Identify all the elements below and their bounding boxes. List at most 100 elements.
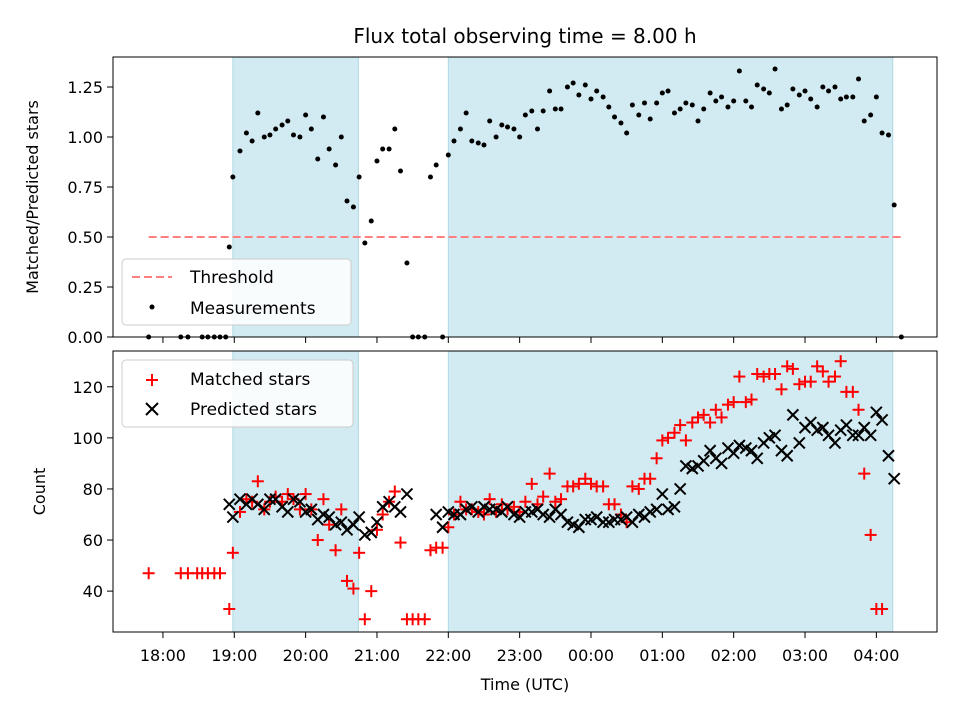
measurement-point — [749, 104, 755, 110]
measurement-point — [279, 122, 285, 128]
measurement-point — [564, 84, 570, 90]
measurement-point — [517, 134, 523, 140]
measurement-point — [487, 118, 493, 124]
measurement-point — [838, 96, 844, 102]
matched-star-point — [251, 475, 264, 488]
predicted-star-point — [263, 492, 277, 506]
measurement-point — [522, 112, 528, 118]
measurement-point — [540, 108, 546, 114]
measurement-point — [796, 92, 802, 98]
measurement-point — [505, 124, 511, 130]
matched-star-point — [537, 490, 550, 503]
matched-star-point — [656, 434, 669, 447]
measurement-point — [547, 88, 553, 94]
measurement-point — [725, 104, 731, 110]
top-observing-windows — [232, 56, 894, 338]
predicted-star-point — [751, 452, 764, 465]
measurement-point — [647, 116, 653, 122]
measurement-point — [463, 110, 469, 116]
measurement-point — [475, 140, 481, 146]
measurement-point — [861, 118, 867, 124]
predicted-legend-label: Predicted stars — [190, 400, 317, 420]
matched-star-point — [418, 613, 431, 626]
measurement-point — [802, 88, 808, 94]
bottom-axes-frame — [112, 350, 938, 633]
predicted-star-point — [661, 503, 675, 516]
top-axes-frame — [112, 56, 938, 338]
measurement-point — [374, 158, 380, 164]
measurement-point — [433, 162, 439, 168]
predicted-star-point — [287, 492, 300, 506]
measurement-point — [713, 98, 719, 104]
matched-legend-label: Matched stars — [190, 370, 310, 390]
measurement-point — [654, 100, 660, 106]
measurement-point — [636, 112, 642, 118]
measurement-point — [879, 130, 885, 136]
matched-star-point — [223, 603, 236, 616]
predicted-star-point — [223, 498, 236, 511]
bottom-legend-box — [121, 359, 354, 428]
predicted-star-point — [786, 408, 800, 422]
predicted-star-point — [727, 446, 740, 460]
measurement-point — [665, 88, 671, 94]
matched-star-point — [745, 393, 758, 406]
measurement-point — [707, 90, 713, 96]
matched-star-point — [335, 503, 348, 516]
predicted-star-point — [793, 436, 806, 450]
matched-star-point — [686, 416, 699, 429]
predicted-star-point — [365, 526, 378, 539]
measurement-point — [731, 98, 737, 104]
matched-star-point — [811, 360, 824, 373]
y-tick-label: 0.25 — [67, 278, 103, 297]
measurement-point — [856, 76, 862, 82]
predicted-star-point — [650, 503, 663, 516]
x-tick-label: 00:00 — [568, 646, 614, 665]
measurement-point — [677, 106, 683, 112]
bottom-y-ticks: 40 60 80 100 120 — [72, 378, 113, 601]
predicted-star-point — [536, 508, 550, 521]
measurement-point — [576, 92, 582, 98]
x-tick-label: 23:00 — [497, 646, 543, 665]
measurement-point — [594, 88, 600, 94]
predicted-star-point — [852, 429, 865, 442]
predicted-star-point — [887, 472, 901, 485]
matched-star-point — [828, 370, 841, 383]
matched-star-point — [358, 613, 371, 626]
predicted-star-point — [394, 505, 407, 519]
measurement-point — [333, 162, 339, 168]
matched-star-point — [142, 567, 155, 580]
matched-star-point — [214, 567, 227, 580]
matched-star-point — [597, 480, 610, 493]
measurement-point — [451, 138, 457, 144]
predicted-star-point — [828, 436, 842, 450]
matched-star-point — [816, 365, 829, 378]
measurement-point — [689, 102, 695, 108]
predicted-star-point — [226, 510, 240, 524]
matched-star-point — [608, 498, 621, 511]
y-tick-label: 1.25 — [67, 78, 103, 97]
matched-star-point — [299, 488, 312, 501]
x-tick-label: 18:00 — [140, 646, 186, 665]
y-tick-label: 60 — [83, 531, 103, 550]
matched-star-point — [668, 426, 681, 439]
matched-star-point — [376, 508, 389, 521]
measurement-point — [641, 100, 647, 106]
matched-star-point — [822, 375, 835, 388]
predicted-star-point — [436, 521, 449, 534]
predicted-star-point — [673, 482, 687, 496]
x-tick-label: 21:00 — [354, 646, 400, 665]
measurement-point — [445, 152, 451, 158]
measurement-point — [297, 134, 303, 140]
matched-star-point — [786, 362, 799, 375]
matched-star-point — [733, 370, 746, 383]
matched-star-point — [876, 603, 889, 616]
matched-star-point — [584, 477, 597, 490]
measurement-point — [570, 80, 576, 86]
measurement-point — [326, 146, 332, 152]
matched-star-point — [233, 505, 246, 518]
measurement-point — [338, 134, 344, 140]
x-tick-label: 19:00 — [211, 646, 257, 665]
measurement-point — [743, 98, 749, 104]
measurement-point — [820, 84, 826, 90]
